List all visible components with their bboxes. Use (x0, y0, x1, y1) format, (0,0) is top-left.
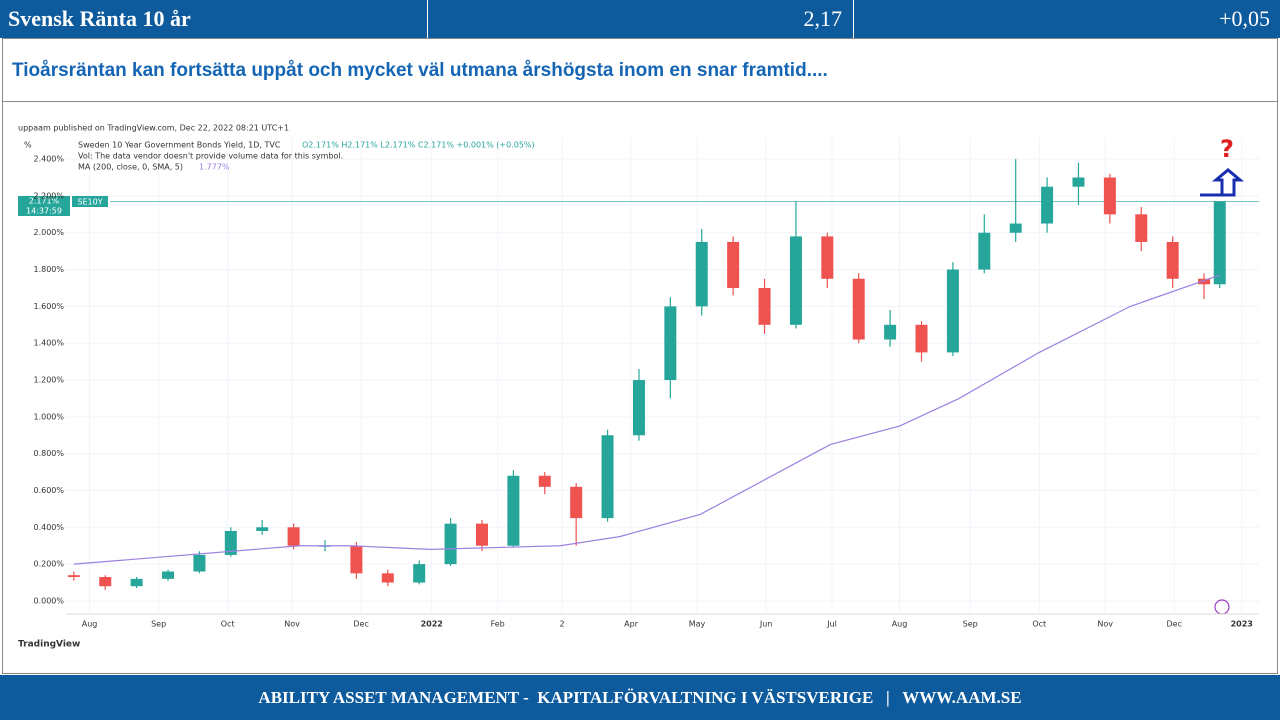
candle-body (570, 486, 583, 519)
candle-body (1198, 278, 1211, 285)
arrow-icon (1200, 168, 1245, 197)
candle-body (884, 324, 897, 340)
candle-body (130, 578, 143, 587)
candle-body (601, 435, 614, 519)
ma-name: MA (200, close, 0, SMA, 5) (78, 163, 183, 172)
candle-body (256, 527, 269, 531)
candle-body (946, 269, 959, 353)
x-tick-label: Nov (284, 620, 300, 629)
candle-body (507, 475, 520, 546)
ma-line (73, 274, 1220, 565)
candle-body (1135, 214, 1148, 242)
x-tick-label: 2022 (421, 620, 443, 629)
candle-body (758, 287, 771, 325)
candle-body (1041, 186, 1054, 224)
y-tick-label: 1.600% (33, 302, 64, 311)
x-tick-label: Jul (826, 620, 837, 629)
subtitle: Tioårsräntan kan fortsätta uppåt och myc… (12, 60, 828, 81)
brand: TradingView (18, 640, 80, 650)
header: Svensk Ränta 10 år 2,17 +0,05 (0, 0, 1280, 38)
y-tick-label: 2.200% (33, 191, 64, 200)
published-note: uppaam published on TradingView.com, Dec… (18, 124, 289, 133)
y-tick-label: 0.600% (33, 486, 64, 495)
y-tick-label: 1.000% (33, 412, 64, 421)
candle-body (632, 380, 645, 436)
x-tick-label: Dec (1166, 620, 1181, 629)
symbol-line: Sweden 10 Year Government Bonds Yield, 1… (78, 141, 281, 150)
x-tick-label: Apr (624, 620, 639, 629)
x-tick-label: 2 (559, 620, 564, 629)
candle-body (193, 554, 206, 572)
y-tick-label: 2.000% (33, 228, 64, 237)
candle-body (99, 577, 112, 587)
content-frame (2, 38, 1278, 674)
time-tag: 14:37:59 (26, 207, 62, 216)
x-tick-label: Sep (963, 620, 978, 629)
y-tick-label: 0.400% (33, 523, 64, 532)
price-tag: 2.171% (29, 197, 60, 206)
candle-body (821, 236, 834, 279)
x-tick-label: Oct (221, 620, 235, 629)
x-tick-label: Nov (1097, 620, 1113, 629)
x-tick-label: 2023 (1231, 620, 1253, 629)
candle-body (381, 573, 394, 583)
candle-body (413, 564, 426, 583)
y-tick-label: 1.800% (33, 265, 64, 274)
y-tick-label: 1.400% (33, 339, 64, 348)
candle-body (350, 545, 363, 574)
candle-body (224, 530, 237, 555)
x-tick-label: Sep (151, 620, 166, 629)
candle-body (287, 527, 300, 546)
x-tick-label: Jun (759, 620, 773, 629)
candle-body (1213, 201, 1226, 285)
ma-last: 1.777% (199, 163, 230, 172)
candle-body (978, 232, 991, 270)
candle-body (852, 278, 865, 340)
candle-body (727, 241, 740, 288)
symbol-tag: SE10Y (77, 198, 102, 207)
y-tick-label: 2.400% (33, 155, 64, 164)
candle-body (664, 306, 677, 381)
candle-body (67, 575, 80, 578)
y-tick-label: 0.800% (33, 449, 64, 458)
x-tick-label: Oct (1032, 620, 1046, 629)
candle-body (789, 236, 802, 325)
icon (1214, 599, 1230, 615)
vol-line: Vol: The data vendor doesn't provide vol… (78, 152, 343, 161)
header-change: +0,05 (1219, 6, 1270, 31)
header-title: Svensk Ränta 10 år (8, 6, 191, 31)
y-tick-label: 0.200% (33, 560, 64, 569)
header-value: 2,17 (803, 6, 843, 31)
candle-body (475, 523, 488, 546)
candle-body (162, 571, 175, 579)
x-tick-label: Aug (82, 620, 98, 629)
y-tick-label: 1.200% (33, 376, 64, 385)
x-tick-label: May (689, 620, 706, 629)
x-tick-label: Aug (892, 620, 908, 629)
candle-body (695, 241, 708, 307)
candle-body (1103, 177, 1116, 215)
candle-body (915, 324, 928, 353)
candle-body (444, 523, 457, 565)
candle-body (538, 475, 551, 487)
candle-body (1166, 241, 1179, 279)
ohlc-line: O2.171% H2.171% L2.171% C2.171% +0.001% … (302, 141, 535, 150)
footer: ABILITY ASSET MANAGEMENT - KAPITALFÖRVAL… (0, 675, 1280, 720)
candle-body (1072, 177, 1085, 187)
y-tick-label: 0.000% (33, 596, 64, 605)
x-tick-label: Dec (353, 620, 368, 629)
y-unit: % (24, 141, 32, 150)
candle-body (1009, 223, 1022, 233)
x-tick-label: Feb (491, 620, 505, 629)
annotation: ? (1220, 135, 1234, 163)
